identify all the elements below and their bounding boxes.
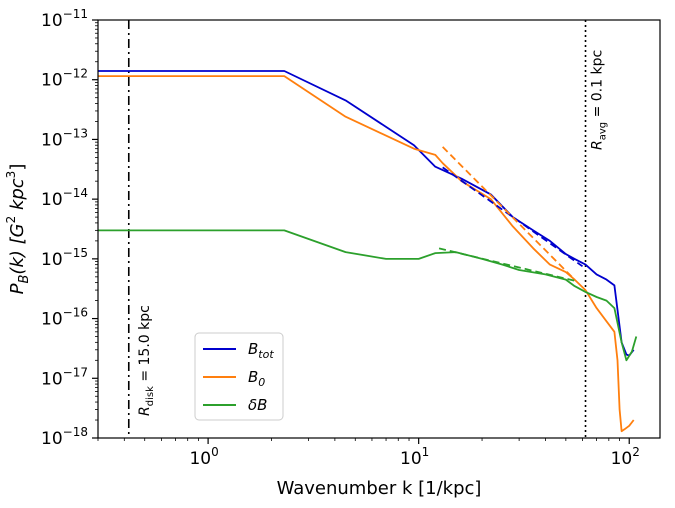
plot-frame	[97, 19, 661, 439]
series-line-b-tot	[98, 70, 635, 357]
series-line-b-0	[98, 75, 635, 433]
x-tick-label: 101	[400, 445, 429, 469]
legend-label: B0	[248, 368, 265, 389]
y-tick-label: 10−15	[41, 246, 88, 270]
r-avg-annotation: Ravg = 0.1 kpc	[590, 50, 609, 150]
legend-box	[194, 332, 284, 421]
x-tick-label: 100	[189, 445, 218, 469]
fit-line-b-tot	[442, 166, 584, 268]
r-disk-annotation: Rdisk = 15.0 kpc	[137, 305, 156, 416]
legend-label: δB	[248, 396, 267, 414]
x-tick-label: 102	[611, 445, 640, 469]
y-axis-label: PB(k) [G2 kpc3]	[4, 164, 32, 295]
y-tick-label: 10−13	[41, 126, 88, 150]
y-tick-label: 10−16	[41, 306, 88, 330]
y-tick-label: 10−17	[41, 365, 88, 389]
series-line-delta-b	[98, 229, 638, 362]
fit-line-delta-b	[438, 247, 575, 282]
fit-line-b-0	[442, 146, 576, 281]
y-tick-label: 10−18	[41, 425, 88, 449]
y-tick-label: 10−11	[41, 7, 88, 31]
y-tick-label: 10−14	[41, 186, 88, 210]
y-tick-label: 10−12	[41, 67, 88, 91]
legend-label: Btot	[248, 340, 274, 361]
x-axis-label: Wavenumber k [1/kpc]	[277, 478, 482, 499]
